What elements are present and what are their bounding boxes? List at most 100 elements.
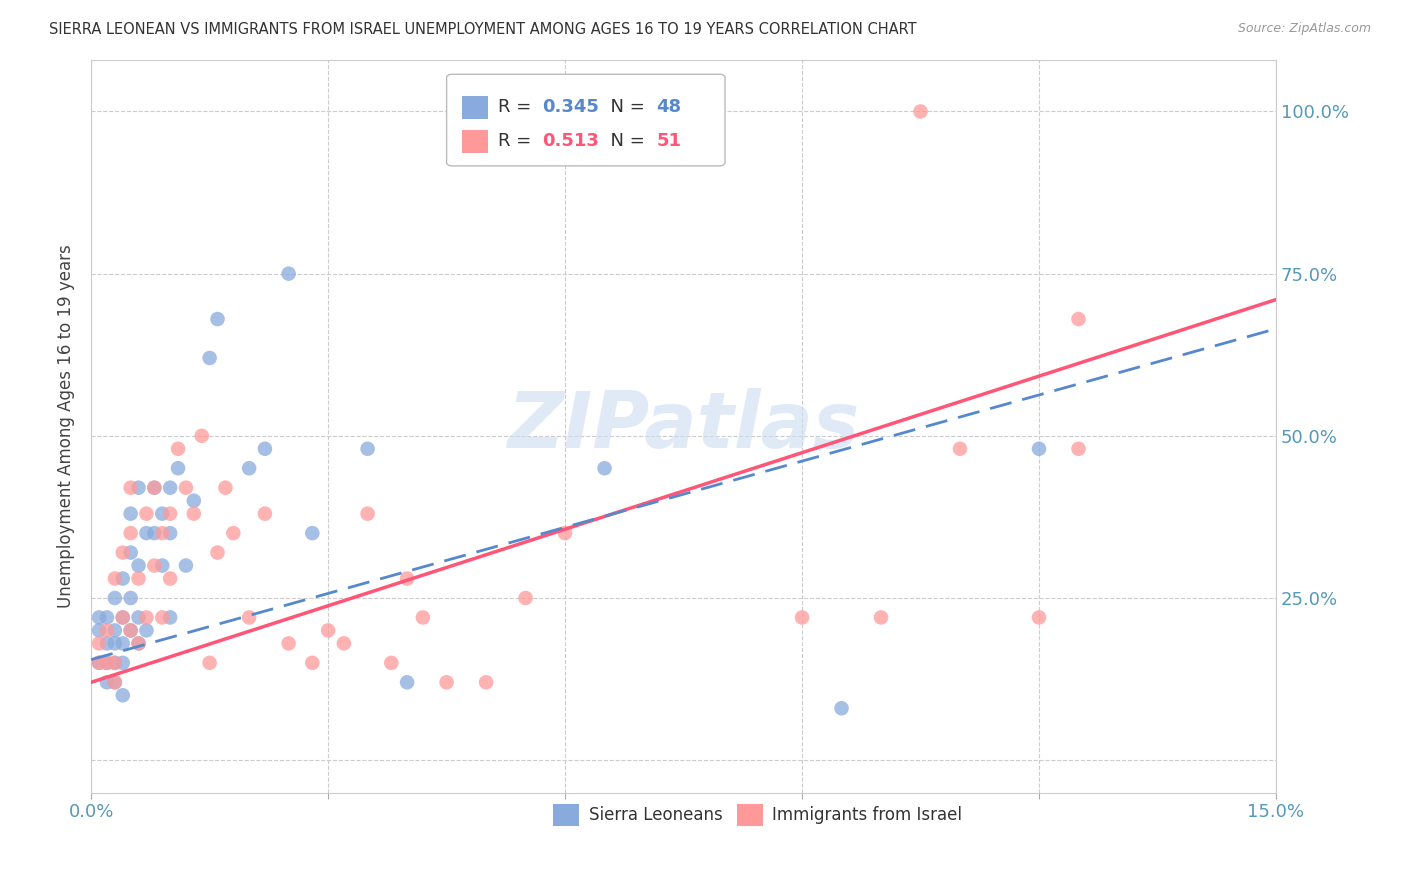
Point xyxy=(238,461,260,475)
Y-axis label: Unemployment Among Ages 16 to 19 years: Unemployment Among Ages 16 to 19 years xyxy=(58,244,75,608)
Point xyxy=(120,624,142,638)
Point xyxy=(111,636,134,650)
Point xyxy=(104,656,127,670)
Point xyxy=(143,481,166,495)
Point xyxy=(143,526,166,541)
Point xyxy=(238,610,260,624)
Point xyxy=(790,610,813,624)
Point xyxy=(111,656,134,670)
Text: 48: 48 xyxy=(657,97,682,115)
Text: Source: ZipAtlas.com: Source: ZipAtlas.com xyxy=(1237,22,1371,36)
Point xyxy=(104,572,127,586)
Point xyxy=(593,461,616,475)
Point xyxy=(277,267,299,281)
Point xyxy=(167,461,190,475)
Point xyxy=(1067,442,1090,456)
Text: 0.513: 0.513 xyxy=(543,132,599,150)
Point xyxy=(135,624,157,638)
Point xyxy=(143,558,166,573)
FancyBboxPatch shape xyxy=(447,74,725,166)
FancyBboxPatch shape xyxy=(737,804,763,826)
Point xyxy=(159,610,181,624)
Point xyxy=(87,656,110,670)
Point xyxy=(333,636,356,650)
Point xyxy=(104,591,127,605)
Point xyxy=(159,507,181,521)
Point xyxy=(198,351,221,365)
Point xyxy=(87,610,110,624)
Point xyxy=(356,507,378,521)
Text: SIERRA LEONEAN VS IMMIGRANTS FROM ISRAEL UNEMPLOYMENT AMONG AGES 16 TO 19 YEARS : SIERRA LEONEAN VS IMMIGRANTS FROM ISRAEL… xyxy=(49,22,917,37)
Point xyxy=(412,610,434,624)
Point xyxy=(1028,442,1050,456)
Point xyxy=(356,442,378,456)
Point xyxy=(515,591,537,605)
Point xyxy=(253,442,276,456)
FancyBboxPatch shape xyxy=(463,130,488,153)
Point xyxy=(159,526,181,541)
Point xyxy=(301,656,323,670)
FancyBboxPatch shape xyxy=(553,804,579,826)
Point xyxy=(87,624,110,638)
Text: Sierra Leoneans: Sierra Leoneans xyxy=(589,805,723,823)
Point xyxy=(96,636,118,650)
Point xyxy=(1028,610,1050,624)
Point xyxy=(111,572,134,586)
Point xyxy=(183,507,205,521)
Point xyxy=(120,545,142,559)
Point xyxy=(135,507,157,521)
Point xyxy=(910,104,932,119)
Point xyxy=(150,526,173,541)
Point xyxy=(87,636,110,650)
Point xyxy=(380,656,402,670)
Point xyxy=(253,507,276,521)
Point xyxy=(207,312,229,326)
Point xyxy=(1067,312,1090,326)
Point xyxy=(277,636,299,650)
Text: 51: 51 xyxy=(657,132,682,150)
Point xyxy=(150,610,173,624)
Point xyxy=(120,591,142,605)
Text: R =: R = xyxy=(498,132,537,150)
Text: ZIPatlas: ZIPatlas xyxy=(508,388,859,464)
Point xyxy=(207,545,229,559)
Point xyxy=(190,429,212,443)
Text: N =: N = xyxy=(599,97,651,115)
Point xyxy=(949,442,972,456)
Point xyxy=(104,636,127,650)
Text: N =: N = xyxy=(599,132,651,150)
Point xyxy=(111,688,134,702)
Point xyxy=(120,481,142,495)
Point xyxy=(174,481,197,495)
Text: R =: R = xyxy=(498,97,537,115)
FancyBboxPatch shape xyxy=(463,95,488,119)
Point xyxy=(128,558,150,573)
Point xyxy=(128,610,150,624)
Point xyxy=(128,636,150,650)
Point xyxy=(174,558,197,573)
Point xyxy=(870,610,893,624)
Point xyxy=(104,656,127,670)
Point xyxy=(167,442,190,456)
Point xyxy=(96,675,118,690)
Point xyxy=(111,610,134,624)
Point xyxy=(475,675,498,690)
Point xyxy=(143,481,166,495)
Point xyxy=(159,572,181,586)
Point xyxy=(831,701,853,715)
Point xyxy=(316,624,339,638)
Point xyxy=(104,675,127,690)
Point xyxy=(436,675,458,690)
Point xyxy=(87,656,110,670)
Point xyxy=(396,572,419,586)
Point xyxy=(128,636,150,650)
Point xyxy=(128,572,150,586)
Point xyxy=(96,610,118,624)
Point xyxy=(96,656,118,670)
Point xyxy=(396,675,419,690)
Point xyxy=(104,624,127,638)
Point xyxy=(159,481,181,495)
Point xyxy=(120,507,142,521)
Point xyxy=(135,526,157,541)
Point xyxy=(96,624,118,638)
